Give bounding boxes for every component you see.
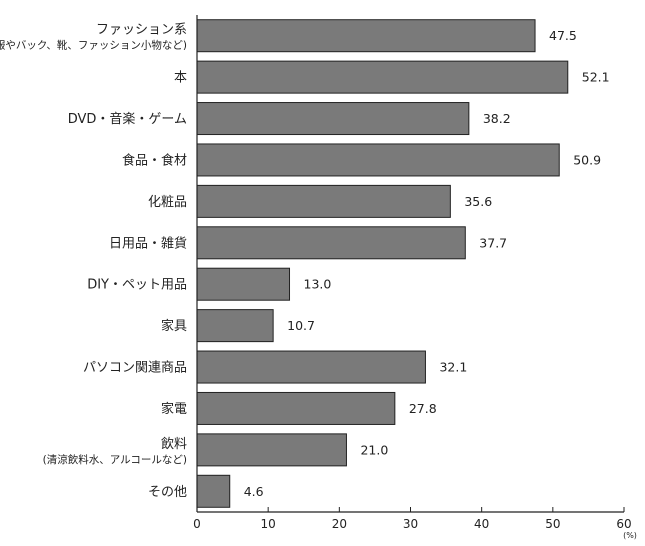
bar-8 (196, 309, 274, 343)
category-label-9: パソコン関連商品 (83, 361, 187, 376)
x-tick-label-20: 20 (332, 517, 347, 531)
bar-6 (196, 226, 466, 260)
x-ticks-group: 0 10 20 30 40 50 60 (193, 507, 632, 531)
category-label-7: DIY・ペット用品 (87, 278, 187, 293)
category-label-11: 飲料 (161, 436, 187, 452)
bar-10 (196, 391, 396, 425)
category-label-3: DVD・音楽・ゲーム (68, 111, 187, 127)
value-label-7: 13.0 (304, 277, 332, 292)
value-label-2: 52.1 (582, 70, 610, 85)
value-label-6: 37.7 (479, 235, 507, 250)
category-sublabel-11: (清涼飲料水、アルコールなど) (43, 453, 187, 466)
category-label-4: 食品・食材 (122, 152, 187, 168)
value-label-4: 50.9 (573, 152, 601, 167)
x-tick-label-60: 60 (616, 517, 631, 531)
bar-12 (196, 474, 231, 508)
category-sublabel-1: (服やバック、靴、ファッション小物など) (0, 39, 187, 52)
value-labels-group: 47.5 52.1 38.2 50.9 35.6 37.7 13.0 10.7 32.1 27.8… (244, 28, 610, 499)
bar-2 (196, 60, 569, 94)
bar-5 (196, 184, 451, 218)
x-tick-label-10: 10 (261, 517, 276, 531)
category-labels-group: ファッション系(服やバック、靴、ファッション小物など) 本 DVD・音楽・ゲーム食品… (0, 23, 187, 500)
category-label-12: その他 (148, 485, 187, 500)
bar-11 (196, 433, 347, 467)
x-tick-label-30: 30 (403, 517, 418, 531)
bar-3 (196, 102, 470, 136)
bar-4 (196, 143, 560, 177)
category-label-5: 化粧品 (148, 195, 187, 210)
category-label-1: ファッション系 (96, 23, 187, 38)
value-label-11: 21.0 (360, 442, 388, 457)
bar-9 (196, 350, 426, 384)
x-axis-unit-label: (%) (623, 531, 637, 540)
x-tick-label-50: 50 (545, 517, 560, 531)
x-tick-label-40: 40 (474, 517, 489, 531)
bar-1 (196, 19, 536, 53)
category-label-2: 本 (174, 71, 187, 86)
value-label-3: 38.2 (483, 111, 511, 126)
value-label-9: 32.1 (439, 360, 467, 375)
value-label-10: 27.8 (409, 401, 437, 416)
value-label-8: 10.7 (287, 318, 315, 333)
category-label-8: 家具 (161, 318, 187, 334)
x-tick-label-0: 0 (193, 517, 201, 531)
category-label-6: 日用品・雑貨 (109, 235, 187, 251)
category-label-10: 家電 (161, 401, 187, 417)
bar-7 (196, 267, 291, 301)
value-label-12: 4.6 (244, 484, 264, 499)
value-label-5: 35.6 (464, 194, 492, 209)
value-label-1: 47.5 (549, 28, 577, 43)
bars-group (196, 19, 569, 508)
